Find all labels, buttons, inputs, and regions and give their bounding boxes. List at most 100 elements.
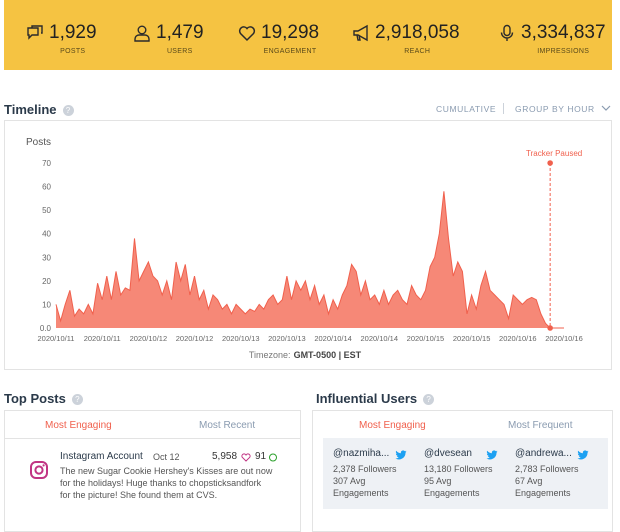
stat-block: 1,929 POSTS [49, 22, 97, 55]
separator [503, 103, 504, 114]
area [56, 191, 564, 328]
divider [5, 438, 300, 439]
tracker-point [547, 160, 553, 166]
users-header: Influential Users? [316, 390, 435, 408]
section-title: Top Posts [4, 391, 66, 406]
stat-icon [353, 24, 368, 42]
group-toggle[interactable]: GROUP BY HOUR [515, 104, 595, 114]
top-posts-header: Top Posts? [4, 390, 83, 408]
stat-block: 2,918,058 REACH [375, 22, 460, 55]
timeline-header: Timeline? [4, 101, 74, 119]
stat-icon [238, 26, 256, 42]
tab[interactable]: Most Frequent [508, 420, 573, 431]
x-tick-label: 2020/10/12 [176, 334, 214, 343]
stat-value: 3,334,837 [521, 22, 606, 43]
user-handle: @dvesean [424, 448, 472, 459]
y-tick-label: 30 [42, 253, 51, 262]
y-tick-label: 70 [42, 159, 51, 168]
tab[interactable]: Most Engaging [45, 420, 112, 431]
help-icon[interactable]: ? [71, 394, 83, 405]
timezone: Timezone: GMT-0500 | EST [249, 350, 362, 360]
section-title: Influential Users [316, 391, 418, 406]
cumulative-toggle[interactable]: CUMULATIVE [436, 104, 497, 114]
twitter-icon [395, 447, 407, 465]
followers: 2,783 Followers [515, 464, 579, 474]
stat-label: ENGAGEMENT [263, 48, 317, 55]
annotation: Tracker Paused [526, 149, 582, 158]
stat: 1,929 POSTS [26, 22, 97, 55]
stat-value: 19,298 [261, 22, 320, 43]
y-tick-label: 50 [42, 206, 51, 215]
chevron[interactable] [601, 104, 611, 112]
stat-icon [500, 24, 514, 41]
help-icon[interactable]: ? [62, 105, 74, 116]
stat-value: 2,918,058 [375, 22, 460, 43]
x-tick-label: 2020/10/11 [38, 334, 75, 343]
stats-bar: 1,929 POSTS 1,479 USERS 19,298 ENGAGEMENT 2,91… [4, 0, 612, 70]
stat-icon [134, 25, 150, 42]
tab[interactable]: Most Recent [199, 420, 256, 431]
section-title: Timeline [4, 102, 57, 117]
post-line: for the picture! She found them at CVS. [60, 490, 218, 500]
y-tick-label: 40 [42, 230, 51, 239]
timezone-value: GMT-0500 | EST [294, 350, 362, 360]
line [55, 191, 564, 329]
post-line: The new Sugar Cookie Hershey's Kisses ar… [60, 466, 273, 476]
stat-block: 19,298 ENGAGEMENT [261, 22, 319, 55]
instagram-icon [30, 461, 48, 479]
user[interactable]: @andrewa... 2,783 Followers 67 Avg Engagem… [515, 448, 595, 499]
chart: Posts 0.0 10 20 30 40 50 60 70 2020/10/11 2020/10/… [26, 137, 583, 360]
post-line: for the holidays! Huge thanks to chopsti… [60, 478, 262, 488]
top-posts-panel: Most Engaging Most Recent Instagram Acco… [4, 410, 301, 532]
avg-engagements: 307 Avg Engagements [333, 476, 389, 498]
x-tick-label: 2020/10/14 [360, 334, 398, 343]
users-panel: Most Engaging Most Frequent @nazmiha... 2… [312, 410, 613, 532]
y-tick-label: 20 [42, 277, 51, 286]
x-tick-label: 2020/10/13 [268, 334, 306, 343]
user[interactable]: @dvesean 13,180 Followers 95 Avg Engagemen… [424, 448, 504, 499]
post-text: The new Sugar Cookie Hershey's Kisses ar… [60, 465, 272, 501]
stat-value: 1,929 [49, 22, 97, 43]
avg-engagements: 67 Avg Engagements [515, 476, 571, 498]
stat-label: USERS [166, 48, 193, 55]
stat-label: IMPRESSIONS [537, 48, 590, 55]
x-tick-label: 2020/10/11 [84, 334, 121, 343]
x-tick-label: 2020/10/12 [130, 334, 168, 343]
y-axis-label: Posts [26, 137, 51, 148]
likes: 5,958 [212, 451, 238, 462]
x-tick-label: 2020/10/16 [545, 334, 583, 343]
followers: 13,180 Followers [424, 464, 493, 474]
account[interactable]: Instagram Account [60, 451, 143, 462]
tracker-end [547, 325, 553, 331]
stat: 19,298 ENGAGEMENT [238, 22, 319, 55]
twitter-icon [486, 447, 498, 465]
user[interactable]: @nazmiha... 2,378 Followers 307 Avg Engage… [333, 448, 413, 499]
x-tick-label: 2020/10/13 [222, 334, 260, 343]
stat: 2,918,058 REACH [352, 22, 460, 55]
stat-block: 3,334,837 IMPRESSIONS [521, 22, 606, 55]
heart-icon [241, 453, 251, 462]
followers: 2,378 Followers [333, 464, 397, 474]
comment-icon [269, 453, 277, 462]
x-tick-label: 2020/10/16 [499, 334, 537, 343]
x-tick-label: 2020/10/15 [453, 334, 491, 343]
users-box: @nazmiha... 2,378 Followers 307 Avg Engage… [323, 438, 608, 509]
post-date: Oct 12 [153, 452, 180, 462]
stat: 1,479 USERS [133, 22, 204, 55]
stat-label: REACH [404, 48, 431, 55]
stat-icon [27, 25, 43, 40]
timezone-label: Timezone: [249, 350, 291, 360]
stat: 3,334,837 IMPRESSIONS [498, 22, 606, 55]
help-icon[interactable]: ? [423, 394, 435, 405]
chart-panel: Posts 0.0 10 20 30 40 50 60 70 2020/10/11 2020/10/… [4, 120, 612, 370]
stat-block: 1,479 USERS [156, 22, 204, 55]
avg-engagements: 95 Avg Engagements [424, 476, 480, 498]
user-handle: @nazmiha... [333, 448, 390, 459]
y-tick-label: 60 [42, 183, 51, 192]
tab[interactable]: Most Engaging [359, 420, 426, 431]
x-tick-label: 2020/10/14 [314, 334, 352, 343]
user-handle: @andrewa... [515, 448, 572, 459]
stat-value: 1,479 [156, 22, 204, 43]
comments: 91 [255, 451, 267, 462]
